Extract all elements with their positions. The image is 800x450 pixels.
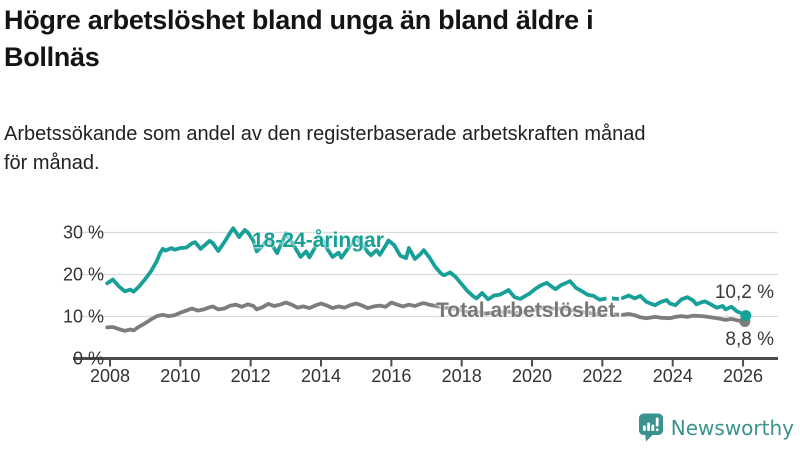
x-tick-label: 2016	[371, 366, 412, 386]
x-tick-label: 2010	[160, 366, 201, 386]
series-label-young: 18-24-åringar	[252, 229, 384, 252]
series-line	[599, 296, 624, 302]
end-value-label-young: 10,2 %	[714, 282, 774, 303]
y-tick-label: 30 %	[62, 222, 104, 242]
newsworthy-logo-icon	[638, 413, 663, 442]
y-tick-label: 0 %	[72, 348, 104, 368]
series-end-dot	[740, 310, 752, 322]
page-subtitle: Arbetssökande som andel av den registerb…	[4, 120, 796, 178]
x-tick-label: 2018	[441, 366, 482, 386]
chart-header: Högre arbetslöshet bland unga än bland ä…	[4, 0, 796, 178]
x-tick-label: 2008	[89, 366, 131, 386]
x-tick-label: 2024	[652, 366, 693, 386]
newsworthy-attribution: Newsworthy	[638, 413, 794, 442]
y-tick-label: 10 %	[62, 306, 104, 326]
series-line	[620, 312, 747, 324]
subtitle-line-1: Arbetssökande som andel av den registerb…	[4, 123, 646, 145]
x-tick-label: 2020	[512, 366, 553, 386]
y-tick-label: 20 %	[62, 264, 104, 284]
x-tick-label: 2014	[300, 366, 342, 386]
page-title: Högre arbetslöshet bland unga än bland ä…	[4, 2, 796, 76]
title-line-1: Högre arbetslöshet bland unga än bland ä…	[4, 5, 594, 35]
subtitle-line-2: för månad.	[4, 152, 100, 174]
series-line	[105, 300, 602, 333]
x-tick-label: 2012	[230, 366, 271, 386]
title-line-2: Bollnäs	[4, 42, 100, 72]
series-label-total: Total arbetslöshet	[436, 299, 616, 322]
end-value-label-total: 8,8 %	[725, 329, 774, 350]
series-line	[620, 293, 748, 318]
series-line	[105, 226, 602, 302]
x-tick-label: 2022	[582, 366, 623, 386]
newsworthy-wordmark: Newsworthy	[670, 415, 794, 440]
x-tick-label: 2026	[723, 366, 764, 386]
